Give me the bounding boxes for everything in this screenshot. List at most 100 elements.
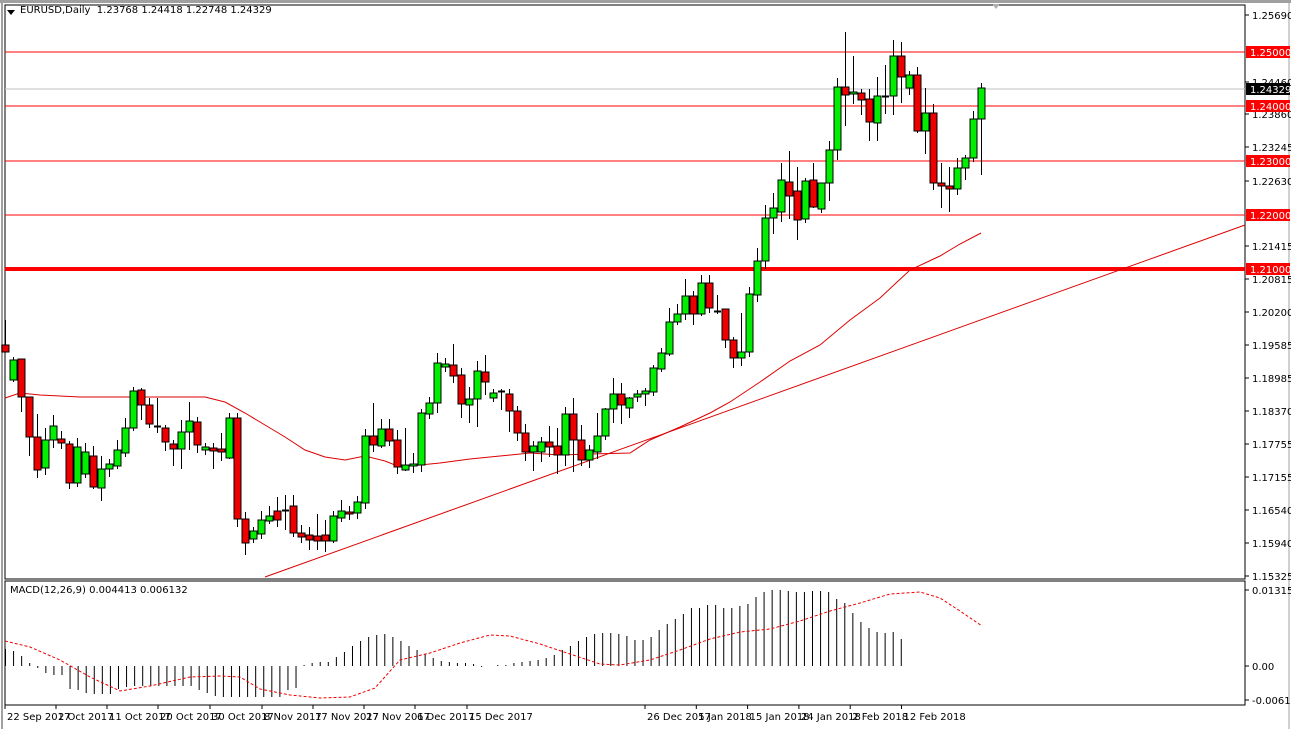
level-label-bg bbox=[1246, 155, 1290, 167]
bullish-candle bbox=[265, 506, 274, 524]
bearish-candle bbox=[721, 308, 730, 348]
bullish-candle bbox=[697, 275, 706, 316]
candle-body bbox=[897, 55, 906, 78]
candle-body bbox=[185, 420, 194, 433]
candle-body bbox=[481, 371, 490, 383]
bearish-candle bbox=[313, 514, 322, 550]
bearish-candle bbox=[17, 358, 26, 412]
macd-signal-line bbox=[4, 591, 983, 699]
level-label-bg bbox=[1246, 263, 1290, 275]
candle-body bbox=[729, 339, 738, 359]
time-tick-label: 12 Feb 2018 bbox=[904, 712, 966, 723]
price-tick-label: 1.18985 bbox=[1252, 374, 1291, 385]
bearish-candle bbox=[705, 275, 714, 313]
time-tick-label: 22 Sep 2017 bbox=[7, 712, 70, 723]
bearish-candle bbox=[714, 295, 721, 314]
bearish-candle bbox=[57, 431, 66, 449]
candle-body bbox=[745, 293, 754, 353]
candle-body bbox=[105, 463, 114, 470]
bearish-candle bbox=[498, 389, 505, 410]
bearish-candle bbox=[25, 396, 34, 456]
bullish-candle bbox=[665, 308, 674, 356]
bearish-candle bbox=[505, 389, 514, 432]
level-label: 1.23000 bbox=[1250, 157, 1291, 168]
price-tick-label: 1.20200 bbox=[1252, 308, 1291, 319]
candle-body bbox=[65, 443, 74, 484]
price-axis[interactable]: 1.256901.244601.238601.232451.226301.214… bbox=[1245, 11, 1291, 583]
chart-shift-marker-icon[interactable] bbox=[992, 4, 1000, 9]
candle-body bbox=[257, 519, 266, 535]
candle-body bbox=[657, 352, 666, 370]
candle-body bbox=[465, 398, 474, 406]
candle-body bbox=[633, 393, 642, 398]
level-label-bg bbox=[1246, 100, 1290, 112]
bearish-candle bbox=[1, 320, 10, 353]
bearish-candle bbox=[297, 525, 306, 543]
candle-body bbox=[241, 518, 250, 544]
bullish-candle bbox=[257, 511, 266, 539]
bullish-candle bbox=[41, 428, 50, 475]
candle-body bbox=[129, 390, 138, 429]
bearish-candle bbox=[169, 440, 178, 466]
bearish-candle bbox=[617, 383, 626, 424]
bearish-candle bbox=[785, 151, 794, 219]
bullish-candle bbox=[801, 178, 810, 223]
candle-body bbox=[201, 446, 210, 451]
candle-body bbox=[441, 363, 450, 368]
bullish-candle bbox=[249, 527, 258, 543]
window-top-border bbox=[0, 0, 1291, 3]
candle-body bbox=[961, 157, 970, 169]
candle-body bbox=[953, 167, 962, 190]
candle-body bbox=[737, 351, 746, 359]
bullish-candle bbox=[649, 365, 658, 396]
bearish-candle bbox=[521, 424, 530, 461]
bullish-candle bbox=[337, 500, 346, 522]
candle-body bbox=[889, 55, 898, 97]
candle-body bbox=[329, 515, 338, 542]
bullish-candle bbox=[465, 387, 474, 423]
bullish-candle bbox=[417, 409, 426, 472]
bullish-candle bbox=[873, 77, 882, 141]
candle-body bbox=[33, 436, 42, 471]
time-tick-label: 11 Oct 2017 bbox=[109, 712, 171, 723]
bullish-candle bbox=[745, 287, 754, 357]
candle-body bbox=[937, 182, 946, 187]
bullish-candle bbox=[889, 40, 898, 115]
candle-body bbox=[537, 441, 546, 453]
candle-body bbox=[233, 417, 242, 520]
candle-body bbox=[81, 451, 90, 475]
bullish-candle bbox=[225, 413, 234, 459]
bearish-candle bbox=[209, 443, 218, 469]
bullish-candle bbox=[401, 428, 410, 471]
bullish-candle bbox=[593, 413, 602, 459]
bullish-candle bbox=[329, 511, 338, 543]
macd-tick-label: 0.00 bbox=[1252, 662, 1274, 673]
ohlc-values: 1.23768 1.24418 1.22748 1.24329 bbox=[96, 5, 272, 16]
candlesticks bbox=[1, 32, 986, 555]
bullish-candle bbox=[489, 389, 498, 402]
time-tick-label: 27 Nov 2017 bbox=[366, 712, 430, 723]
bearish-candle bbox=[945, 167, 954, 212]
candle-body bbox=[529, 445, 538, 453]
horizontal-levels bbox=[5, 51, 1245, 271]
bullish-candle bbox=[105, 459, 114, 477]
candle-body bbox=[689, 295, 698, 315]
candle-body bbox=[473, 370, 482, 400]
candle-body bbox=[41, 439, 50, 469]
bullish-candle bbox=[961, 155, 970, 180]
candle-body bbox=[1, 344, 10, 353]
bullish-candle bbox=[849, 56, 858, 104]
bullish-candle bbox=[129, 387, 138, 431]
candle-body bbox=[249, 530, 258, 540]
time-tick-label: 30 Oct 2017 bbox=[212, 712, 274, 723]
price-tick-label: 1.17755 bbox=[1252, 440, 1291, 451]
bullish-candle bbox=[601, 408, 610, 440]
bullish-candle bbox=[817, 182, 826, 213]
trendline[interactable] bbox=[264, 224, 1246, 578]
bullish-candle bbox=[753, 248, 762, 302]
bearish-candle bbox=[689, 291, 698, 325]
candle-body bbox=[25, 396, 34, 438]
symbol-menu-dropdown-icon[interactable] bbox=[7, 10, 15, 15]
